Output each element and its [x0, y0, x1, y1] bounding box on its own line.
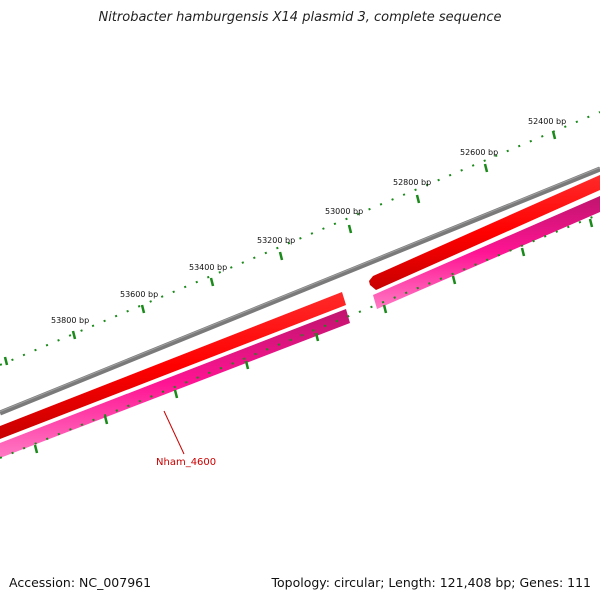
major-tick [244, 360, 250, 370]
map-title: Nitrobacter hamburgensis X14 plasmid 3, … [98, 10, 502, 25]
outer-tick-ring [0, 111, 600, 366]
forward-gene[interactable] [369, 175, 600, 290]
gene-label-leader [163, 410, 185, 455]
reverse-gene-nham-4600[interactable] [0, 309, 350, 458]
inner-major-ticks [33, 218, 594, 454]
tick-label: 53000 bp [325, 207, 363, 216]
sequence-backbone [0, 166, 600, 416]
tick-label: 52800 bp [393, 178, 431, 187]
major-tick [588, 218, 594, 228]
major-tick [382, 304, 388, 314]
backbone-highlight [0, 167, 600, 412]
major-tick [71, 330, 77, 340]
tick-label: 53400 bp [189, 263, 227, 272]
reverse-gene[interactable] [373, 196, 600, 309]
major-tick [415, 194, 421, 204]
major-tick [33, 444, 39, 454]
inner-tick-ring [0, 213, 600, 459]
forward-strand-genes [0, 175, 600, 439]
tick-label: 53600 bp [120, 290, 158, 299]
reverse-strand-genes [0, 196, 600, 458]
major-tick [103, 415, 109, 425]
major-tick [347, 224, 353, 234]
major-tick [520, 247, 526, 257]
major-tick [140, 304, 146, 314]
major-tick [173, 389, 179, 399]
outer-minor-ticks [0, 111, 600, 366]
major-tick [483, 163, 489, 173]
tick-labels: 52400 bp 52600 bp 52800 bp 53000 bp 5320… [51, 117, 566, 325]
accession-text: Accession: NC_007961 [9, 575, 152, 590]
major-tick [451, 275, 457, 285]
forward-gene[interactable] [0, 292, 346, 439]
major-tick [209, 277, 215, 287]
tick-label: 53800 bp [51, 316, 89, 325]
major-tick [3, 356, 9, 366]
major-tick [551, 130, 557, 140]
outer-major-ticks [3, 130, 557, 366]
gene-label-nham-4600[interactable]: Nham_4600 [156, 457, 216, 468]
summary-text: Topology: circular; Length: 121,408 bp; … [271, 575, 592, 590]
major-tick [314, 332, 320, 342]
major-tick [278, 251, 284, 261]
tick-label: 52400 bp [528, 117, 566, 126]
tick-label: 52600 bp [460, 148, 498, 157]
tick-label: 53200 bp [257, 236, 295, 245]
